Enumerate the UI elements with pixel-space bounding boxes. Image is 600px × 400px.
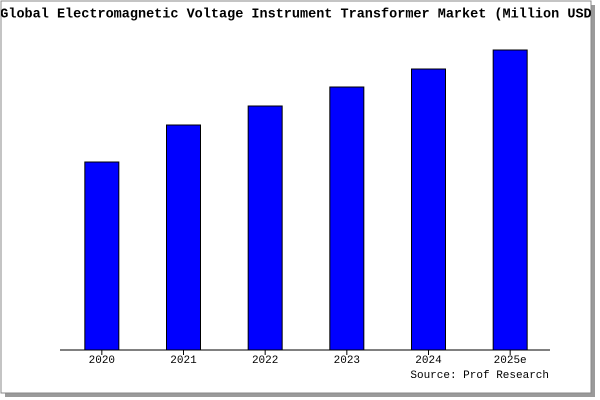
bar [84, 161, 120, 351]
x-tick-label: 2024 [415, 355, 442, 367]
x-tick-label: 2023 [334, 355, 360, 367]
x-tick-label: 2021 [170, 355, 197, 367]
chart-title: Global Electromagnetic Voltage Instrumen… [0, 8, 600, 23]
x-tick-label: 2022 [252, 355, 278, 367]
source-note: Source: Prof Research [410, 370, 549, 382]
bar [247, 105, 283, 351]
x-tick-label: 2025e [494, 355, 527, 367]
bar [492, 49, 528, 351]
bar [166, 124, 201, 351]
plot-area [60, 48, 550, 350]
x-tick-label: 2020 [89, 355, 115, 367]
bar [411, 68, 446, 351]
bar [329, 86, 365, 351]
